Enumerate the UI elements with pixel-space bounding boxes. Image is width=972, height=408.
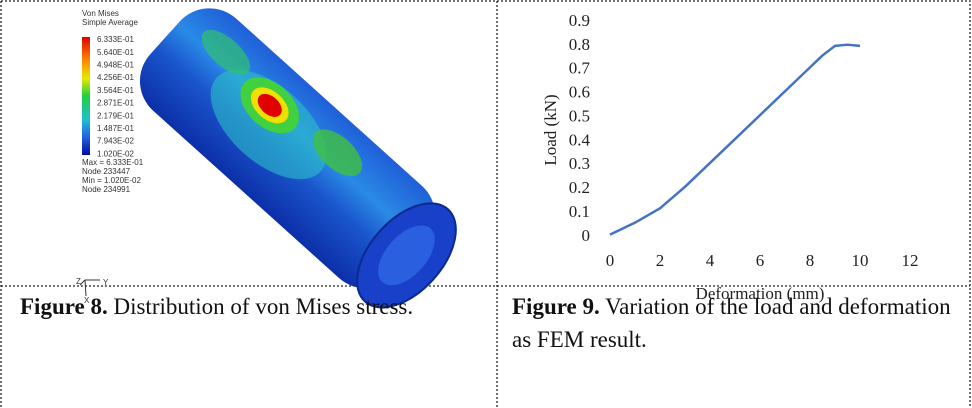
y-tick-label: 0.9 — [569, 11, 590, 30]
y-tick-label: 0.1 — [569, 202, 590, 221]
legend-stat: Min = 1.020E-02 — [82, 176, 141, 185]
legend-value: 6.333E-01 — [97, 35, 134, 44]
page: Von MisesSimple Average 6.333E-01 5.640E-0… — [0, 0, 972, 408]
legend-value: 1.487E-01 — [97, 124, 134, 133]
y-tick-label: 0.3 — [569, 154, 590, 173]
x-tick-label: 12 — [902, 251, 919, 270]
y-tick-label: 0.8 — [569, 35, 590, 54]
x-tick-label: 0 — [606, 251, 615, 270]
caption-label: Figure 8. — [20, 294, 108, 319]
x-tick-label: 8 — [806, 251, 815, 270]
legend-title: Simple Average — [82, 18, 138, 27]
axis-label: Z — [76, 277, 81, 286]
axis-label: Y — [103, 278, 109, 287]
legend-value: 2.871E-01 — [97, 99, 134, 108]
y-tick-label: 0 — [582, 226, 591, 245]
legend-stat: Max = 6.333E-01 — [82, 158, 144, 167]
legend-value: 2.179E-01 — [97, 111, 134, 120]
y-tick-label: 0.4 — [569, 130, 591, 149]
caption-label: Figure 9. — [512, 294, 600, 319]
legend-value: 4.948E-01 — [97, 61, 134, 70]
legend-title: Von Mises — [82, 9, 119, 18]
legend-value: 3.564E-01 — [97, 86, 134, 95]
legend-value: 7.943E-02 — [97, 137, 134, 146]
y-tick-label: 0.7 — [569, 59, 591, 78]
legend-value: 4.256E-01 — [97, 73, 134, 82]
caption: Figure 9. Variation of the load and defo… — [512, 290, 952, 356]
x-tick-label: 6 — [756, 251, 765, 270]
y-tick-label: 0.5 — [569, 106, 590, 125]
line — [610, 45, 860, 235]
y-tick-label: 0.2 — [569, 178, 590, 197]
legend-stat: Node 234991 — [82, 185, 131, 194]
x-tick-label: 4 — [706, 251, 715, 270]
y-tick-label: 0.6 — [569, 83, 590, 102]
caption-text: Distribution of von Mises stress. — [113, 294, 413, 319]
fem-model — [123, 0, 474, 326]
y-axis-label: Load (kN) — [541, 94, 560, 165]
x-tick-label: 10 — [852, 251, 869, 270]
legend-stat: Node 233447 — [82, 167, 131, 176]
caption: Figure 8. Distribution of von Mises stre… — [20, 290, 488, 323]
legend-value: 5.640E-01 — [97, 48, 134, 57]
legend-colorbar — [82, 37, 90, 155]
legend-value: 1.020E-02 — [97, 149, 134, 158]
x-tick-label: 2 — [656, 251, 665, 270]
